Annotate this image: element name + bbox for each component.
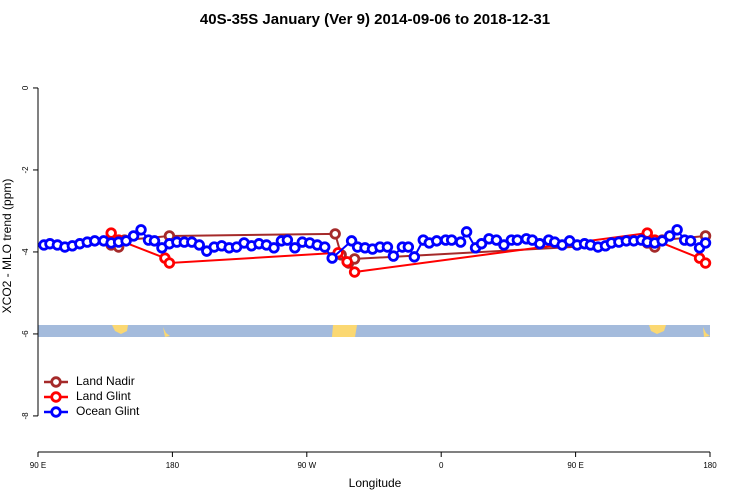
legend-label: Ocean Glint	[76, 404, 140, 418]
point	[408, 251, 421, 263]
point	[268, 242, 280, 254]
point	[475, 238, 488, 250]
legend-marker	[50, 391, 62, 403]
chart-title: 40S-35S January (Ver 9) 2014-09-06 to 20…	[200, 11, 550, 28]
point	[127, 230, 140, 242]
point	[498, 239, 510, 251]
y-tick-label: 0	[21, 85, 30, 90]
point	[193, 239, 205, 251]
y-tick-label: -4	[21, 248, 30, 256]
point	[490, 234, 503, 246]
point	[163, 257, 176, 269]
y-tick-label: -6	[21, 330, 30, 338]
x-tick-label: 90 E	[567, 461, 583, 470]
x-axis-label: Longitude	[349, 476, 402, 490]
point	[281, 234, 294, 246]
point	[135, 224, 147, 236]
ocean-strip	[38, 325, 710, 337]
land-shape	[649, 325, 666, 334]
land-shape	[163, 327, 170, 337]
point	[341, 256, 353, 268]
legend-label: Land Glint	[76, 389, 131, 403]
point	[671, 224, 683, 236]
y-tick-label: -2	[21, 166, 30, 174]
point	[148, 235, 161, 247]
x-tick-label: 0	[439, 461, 444, 470]
point	[319, 241, 331, 253]
point	[289, 242, 301, 254]
point	[534, 238, 546, 250]
point	[387, 250, 400, 262]
point	[684, 235, 697, 247]
legend-marker	[50, 406, 62, 418]
x-tick-label: 180	[703, 461, 717, 470]
point	[120, 235, 132, 247]
map-strip	[38, 325, 710, 337]
point	[454, 236, 467, 248]
x-tick-label: 90 W	[297, 461, 316, 470]
point	[460, 226, 473, 238]
land-shape	[332, 325, 357, 337]
point	[381, 241, 394, 253]
land-shape	[112, 325, 128, 334]
point	[348, 266, 361, 278]
x-tick-label: 180	[166, 461, 180, 470]
x-tick-label: 90 E	[30, 461, 46, 470]
point	[656, 235, 668, 247]
point	[89, 235, 101, 247]
land-shape	[703, 327, 710, 337]
point	[105, 227, 117, 239]
legend-label: Land Nadir	[76, 374, 135, 388]
y-tick-label: -8	[21, 412, 30, 420]
point	[511, 234, 524, 246]
point	[663, 230, 676, 242]
point	[326, 252, 338, 264]
point	[445, 234, 458, 246]
point	[402, 241, 415, 253]
point	[431, 235, 443, 247]
y-axis-label: XCO2 - MLO trend (ppm)	[0, 179, 14, 314]
point	[699, 257, 712, 269]
legend-marker	[50, 376, 62, 388]
point	[699, 237, 712, 249]
point	[329, 228, 341, 240]
